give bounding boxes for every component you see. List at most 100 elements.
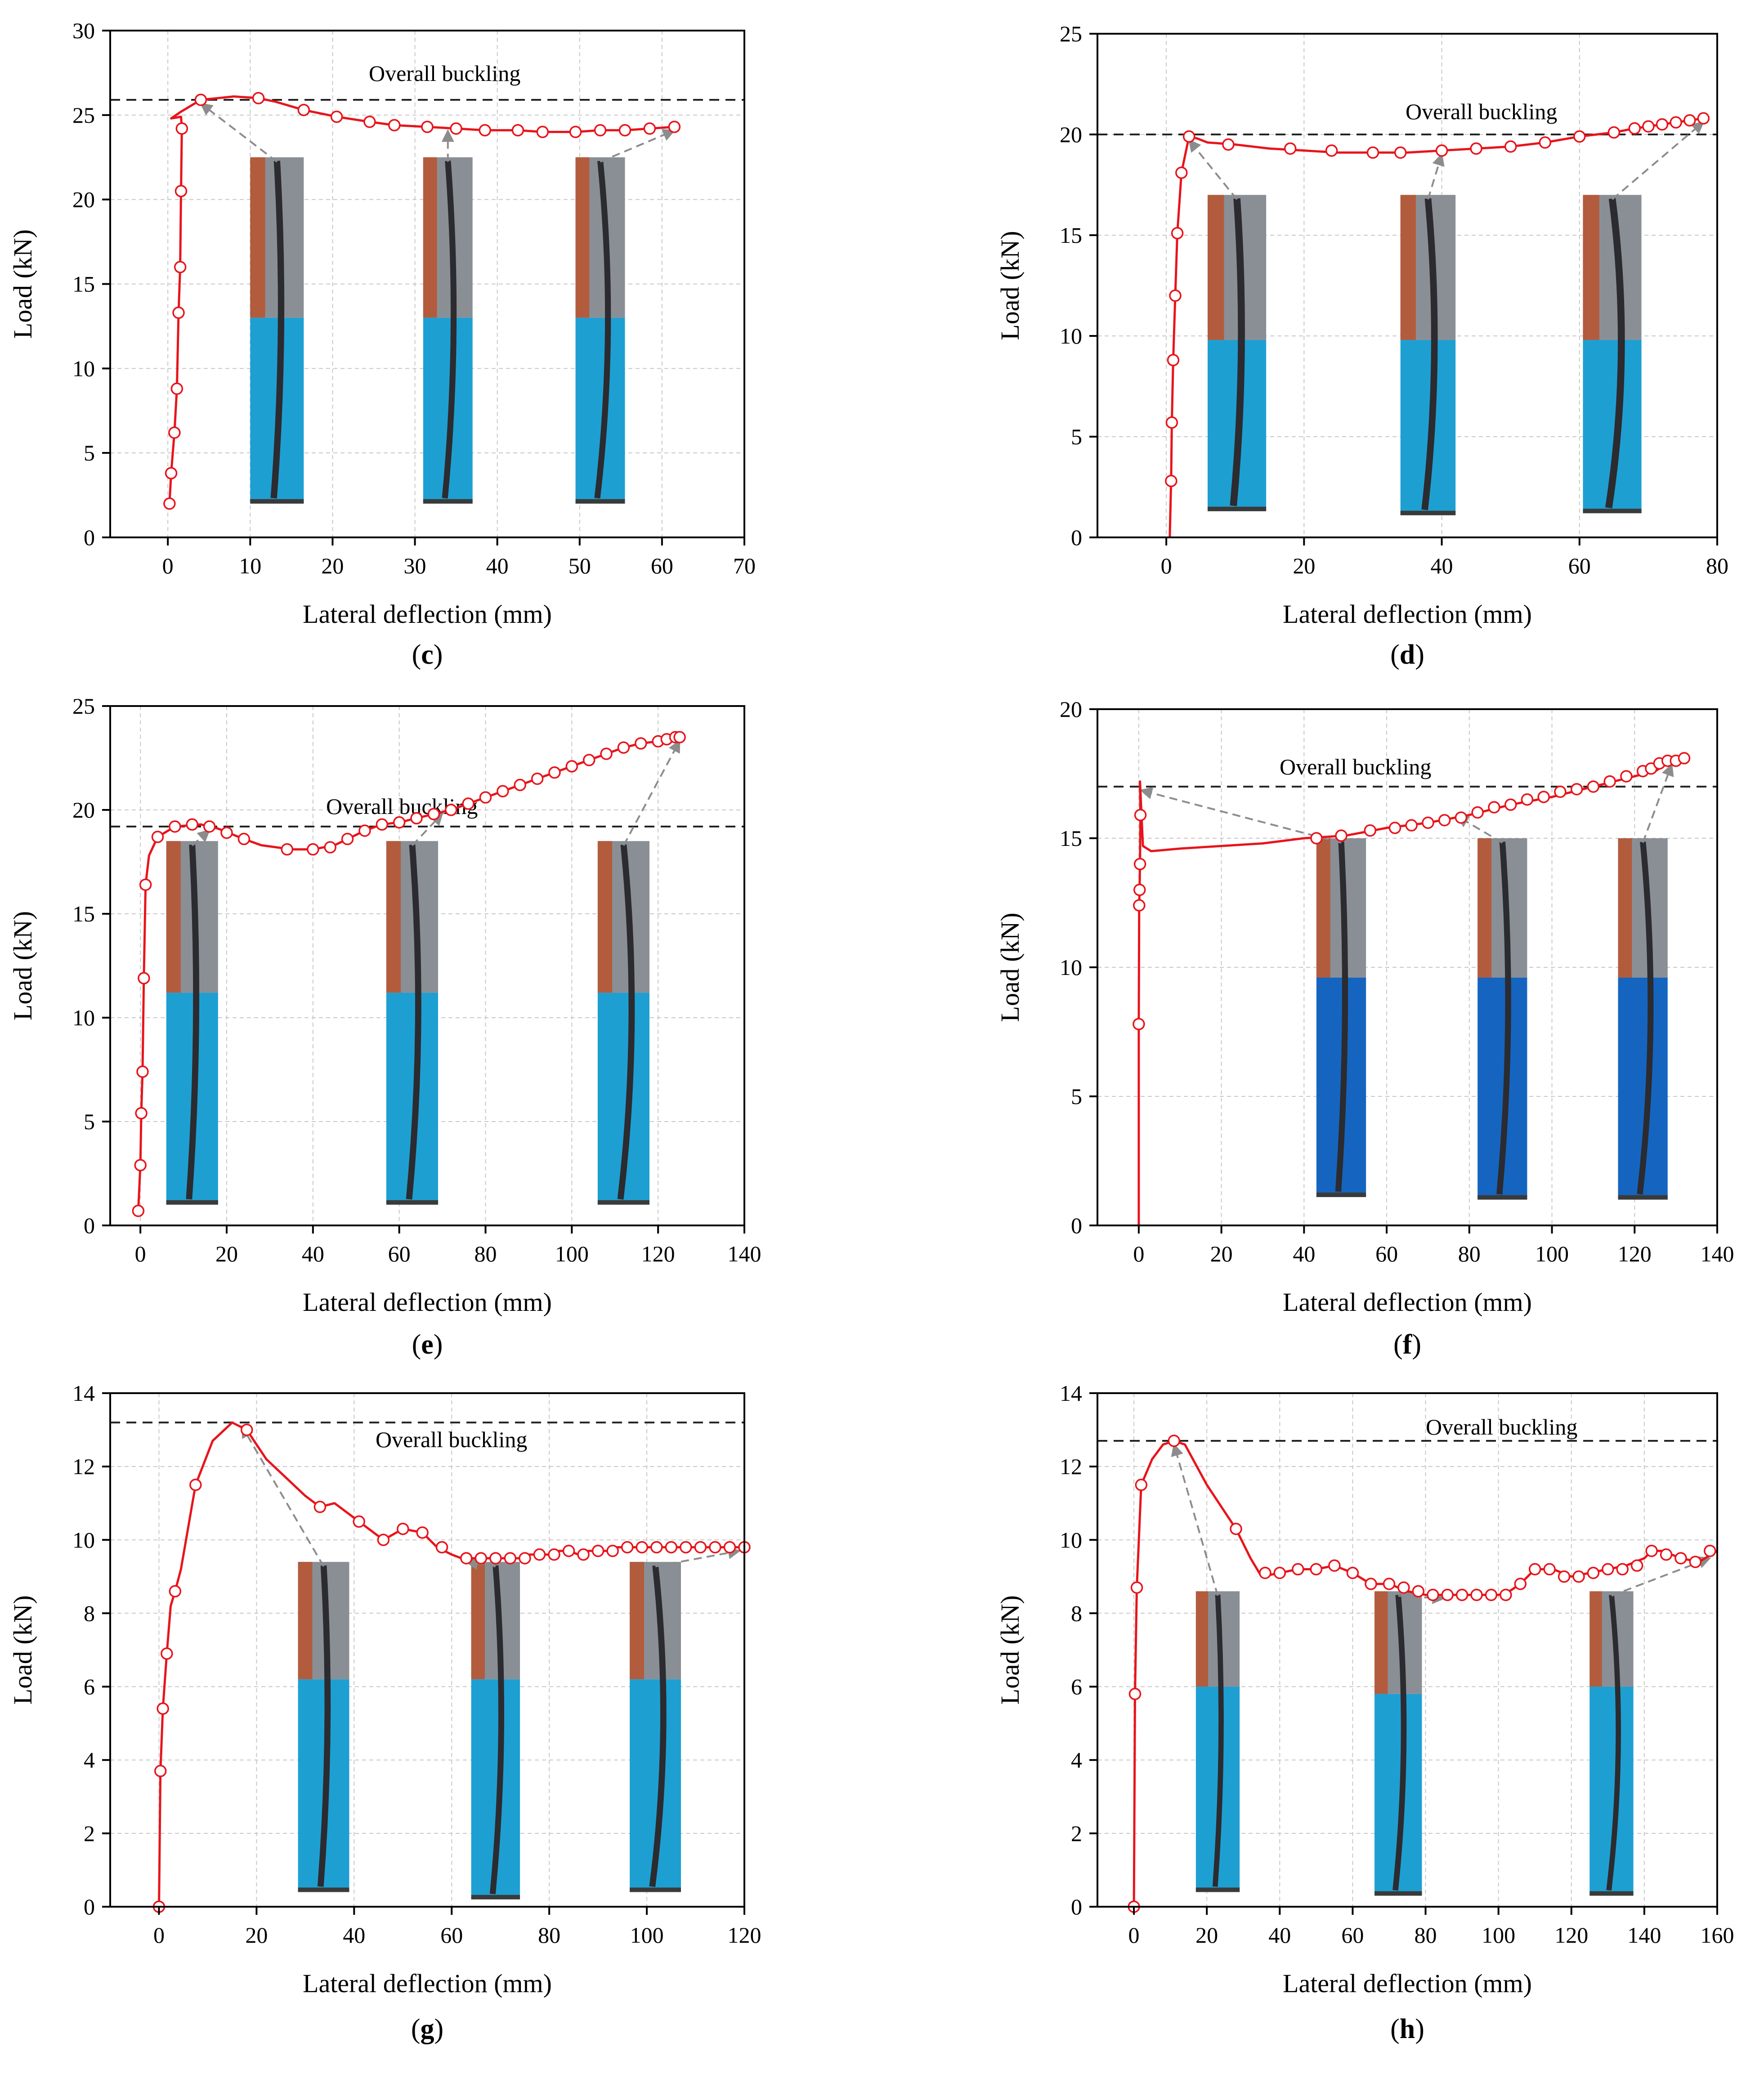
panel-label-open: ( xyxy=(1390,639,1400,670)
x-tick-label: 20 xyxy=(215,1241,238,1266)
data-point xyxy=(1485,1588,1498,1601)
data-point xyxy=(1412,1585,1425,1598)
photo-base xyxy=(597,1200,649,1205)
data-point xyxy=(606,1545,619,1557)
specimen-column xyxy=(617,844,635,1200)
data-point xyxy=(1558,1570,1571,1583)
specimen-column xyxy=(1230,198,1245,506)
data-point xyxy=(170,382,184,395)
data-point xyxy=(591,1545,604,1557)
photo-frame-support xyxy=(597,841,613,993)
y-axis-label: Load (kN) xyxy=(8,229,37,339)
data-point xyxy=(1504,140,1517,153)
data-point xyxy=(668,121,681,133)
reference-label: Overall buckling xyxy=(1280,754,1431,779)
data-point xyxy=(600,747,613,760)
data-point xyxy=(1397,1581,1410,1594)
panel-g: Overall buckling 0 20 40 60 80 100 120 0 2 4 6 8 10 12… xyxy=(8,1381,761,2044)
panel-label-letter: g xyxy=(421,2014,434,2044)
photo-base xyxy=(630,1887,681,1892)
specimen-photo xyxy=(1477,838,1527,1200)
photo-base xyxy=(166,1200,218,1205)
photo-base xyxy=(250,499,304,504)
data-point xyxy=(1587,780,1600,793)
data-point xyxy=(1165,416,1178,429)
specimen-photo xyxy=(250,157,304,504)
specimen-photo xyxy=(1589,1591,1634,1896)
data-point xyxy=(489,1552,502,1564)
data-point xyxy=(1697,112,1710,125)
data-point xyxy=(1587,1566,1600,1579)
data-point xyxy=(1470,142,1482,155)
data-point xyxy=(1175,166,1188,179)
photo-arrow xyxy=(1642,763,1674,843)
data-point xyxy=(175,122,188,135)
data-point xyxy=(1133,884,1146,896)
data-point xyxy=(1426,1588,1439,1601)
x-axis-label: Lateral deflection (mm) xyxy=(1283,1969,1532,1998)
y-axis-label: Load (kN) xyxy=(995,912,1025,1022)
data-point xyxy=(1656,118,1669,131)
photo-base xyxy=(1589,1891,1634,1896)
data-point xyxy=(388,119,401,132)
y-tick-label: 10 xyxy=(72,1527,95,1552)
data-point xyxy=(169,1585,182,1598)
data-point xyxy=(1438,814,1451,827)
photo-frame-support xyxy=(298,1562,313,1680)
x-tick-label: 10 xyxy=(239,553,261,578)
photo-arrow xyxy=(411,812,443,846)
photo-base xyxy=(1618,1195,1668,1200)
panel-label-open: ( xyxy=(412,639,421,670)
data-point xyxy=(203,820,216,833)
x-tick-label: 30 xyxy=(404,553,426,578)
y-tick-label: 5 xyxy=(84,1109,95,1134)
data-point xyxy=(1273,1566,1286,1579)
data-point xyxy=(416,1526,429,1539)
data-point xyxy=(1488,801,1500,814)
axes-frame xyxy=(1097,33,1718,538)
x-tick-label: 100 xyxy=(1482,1922,1515,1948)
data-point xyxy=(363,116,376,128)
y-axis-label: Load (kN) xyxy=(995,1595,1025,1704)
x-tick-label: 20 xyxy=(1293,553,1315,578)
data-point xyxy=(665,1541,678,1554)
data-point xyxy=(1388,822,1401,834)
photo-base xyxy=(1207,506,1267,511)
data-point xyxy=(1455,811,1468,824)
data-point xyxy=(548,766,561,779)
data-point xyxy=(1435,144,1448,157)
data-point xyxy=(577,1548,590,1561)
data-point xyxy=(694,1541,707,1554)
data-point xyxy=(1674,1552,1687,1564)
specimen-column xyxy=(489,1565,504,1895)
y-tick-label: 15 xyxy=(72,272,95,297)
y-tick-label: 0 xyxy=(84,525,95,550)
photo-arrow xyxy=(622,739,681,846)
data-point xyxy=(1133,1018,1145,1031)
panel-label-close: ) xyxy=(434,639,443,670)
photo-frame-support xyxy=(1316,838,1330,978)
data-point xyxy=(450,122,462,135)
data-point xyxy=(330,110,343,123)
data-point xyxy=(1182,130,1195,143)
photo-base xyxy=(575,499,625,504)
x-tick-label: 100 xyxy=(555,1241,589,1266)
y-tick-label: 10 xyxy=(72,356,95,381)
panel-label: (e) xyxy=(412,1329,443,1360)
data-point xyxy=(1645,1545,1658,1557)
data-point xyxy=(548,1548,560,1561)
photo-frame-support xyxy=(1195,1591,1209,1687)
panel-label-close: ) xyxy=(1412,1329,1421,1360)
data-point xyxy=(1683,114,1696,127)
x-tick-label: 40 xyxy=(1293,1241,1315,1266)
x-axis-label: Lateral deflection (mm) xyxy=(303,1287,552,1317)
x-tick-label: 120 xyxy=(728,1922,761,1948)
x-axis-label: Lateral deflection (mm) xyxy=(303,599,552,629)
x-tick-label: 20 xyxy=(245,1922,268,1948)
y-tick-label: 0 xyxy=(84,1213,95,1238)
photo-frame-support xyxy=(423,157,437,318)
photo-frame-support xyxy=(630,1562,645,1680)
data-point xyxy=(673,731,686,744)
data-point xyxy=(445,804,457,816)
